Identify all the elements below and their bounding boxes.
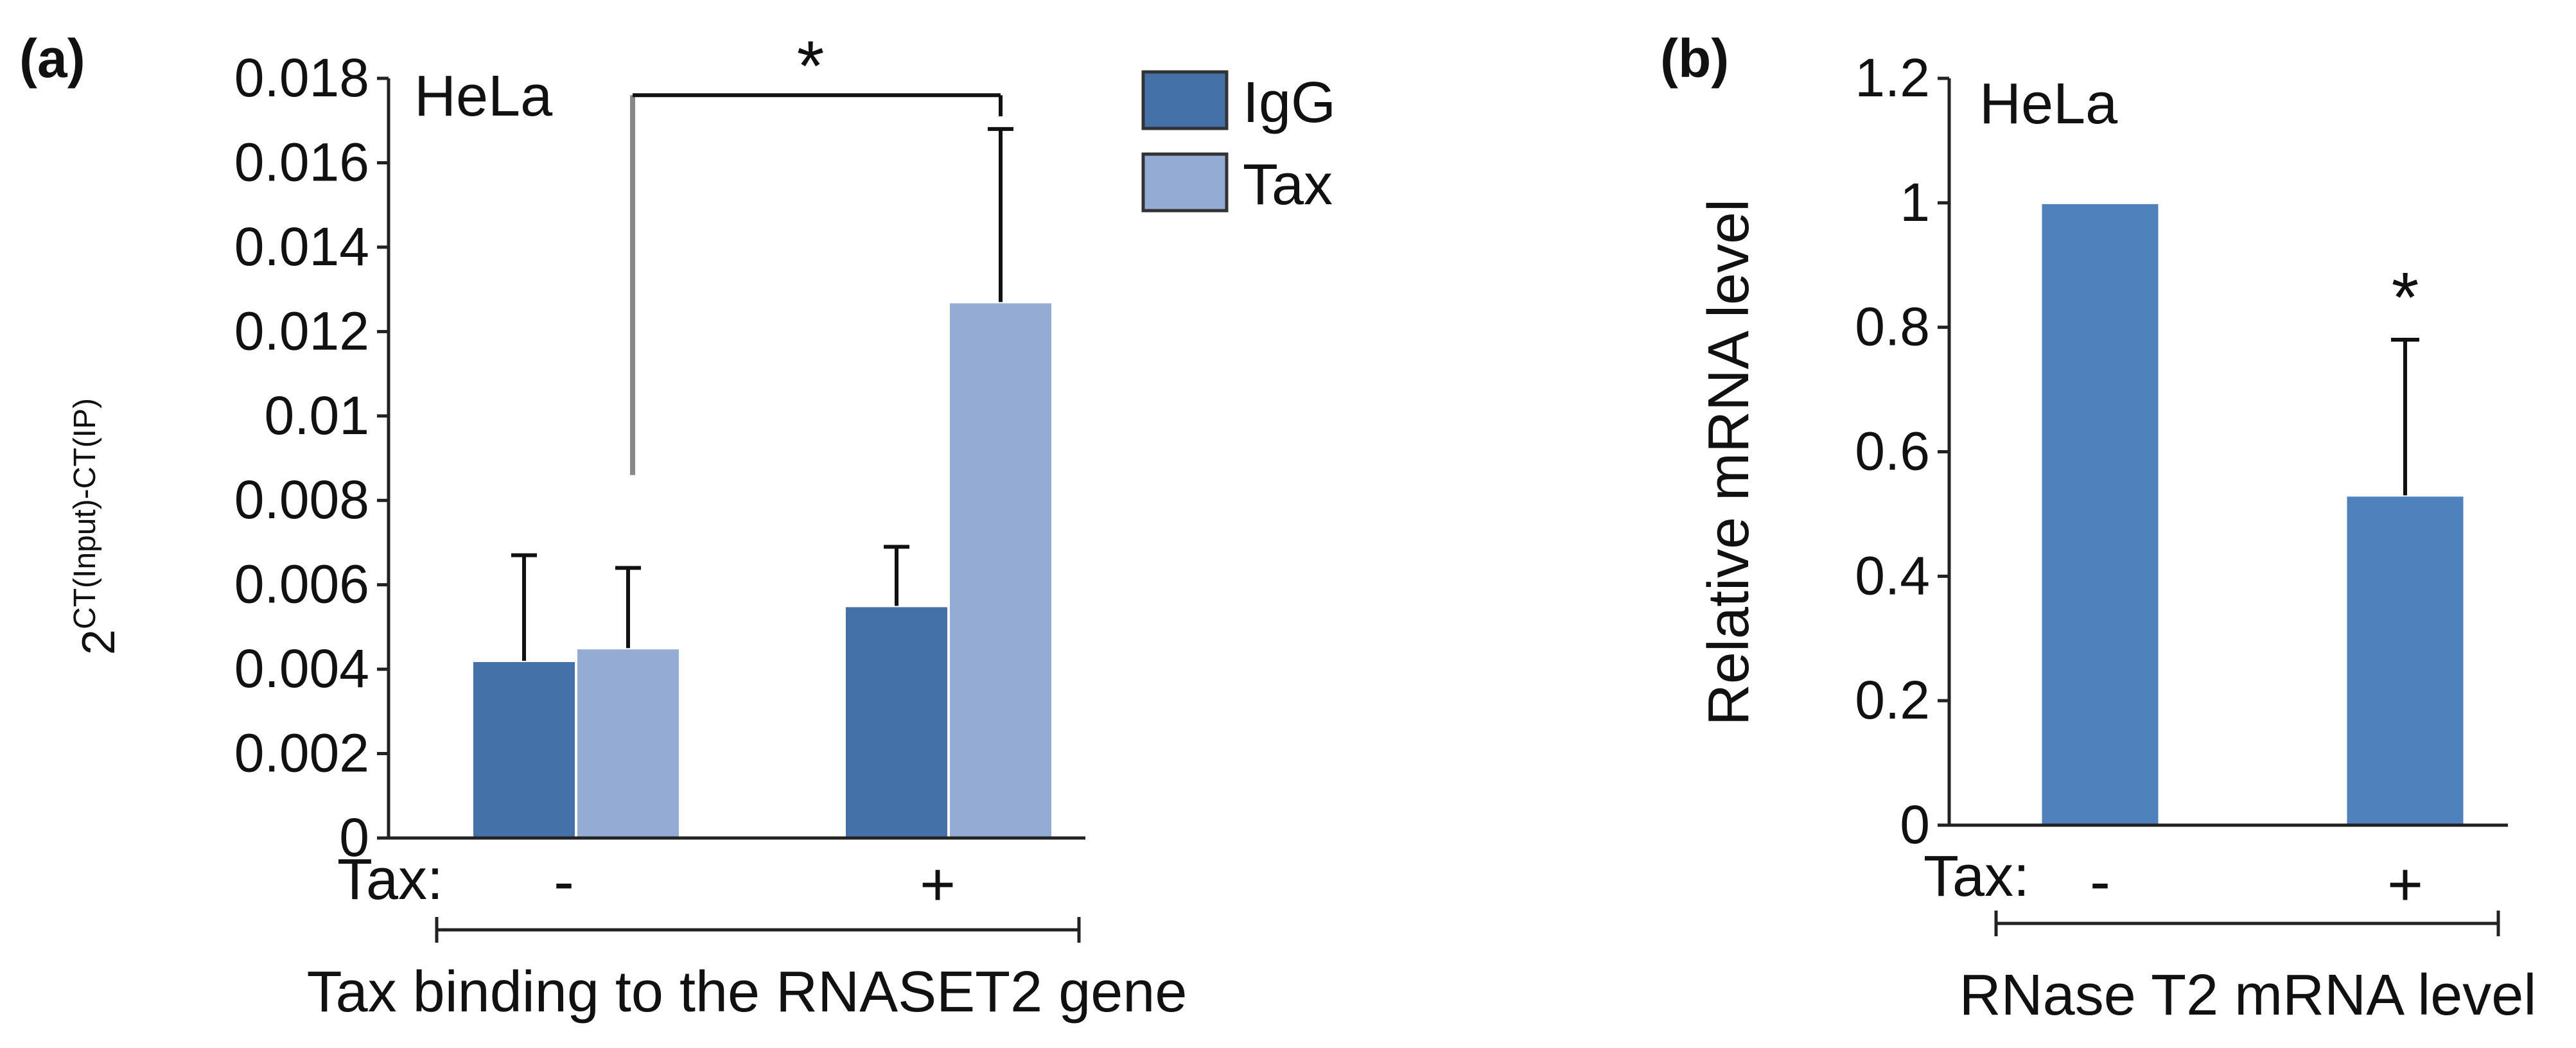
error-bars-a xyxy=(511,127,1013,661)
y-tick-label-a: 0.01 xyxy=(265,385,370,446)
y-tick-label-a: 0.008 xyxy=(234,469,369,530)
bar-mrna-minus xyxy=(2039,201,2161,827)
y-tick-label-b: 1 xyxy=(1900,172,1930,232)
bar-tax-minus xyxy=(575,647,681,839)
y-tick-label-a: 0.012 xyxy=(234,301,369,361)
significance-bracket-a: * xyxy=(630,26,1003,475)
y-tick-label-a: 0 xyxy=(339,807,369,868)
x-axis-label-a: Tax binding to the RNASET2 gene xyxy=(307,960,1187,1024)
legend-swatch-tax xyxy=(1141,152,1229,213)
y-tick-label-b: 0.8 xyxy=(1855,297,1930,357)
bar-igg-minus xyxy=(471,659,577,839)
y-ticks-a: 0 0.002 0.004 0.006 0.008 0.01 0.012 0.014 0.016… xyxy=(234,48,389,868)
legend-label-igg: IgG xyxy=(1243,71,1336,135)
bar-mrna-plus xyxy=(2344,494,2466,826)
x-axis-label-b: RNase T2 mRNA level xyxy=(1959,963,2537,1027)
y-tick-label-b: 0.2 xyxy=(1855,670,1930,730)
y-axis-label-b: Relative mRNA level xyxy=(1697,199,1761,726)
y-tick-label-b: 1.2 xyxy=(1855,48,1930,108)
panel-label-b: (b) xyxy=(1660,28,1729,89)
y-tick-label-a: 0.006 xyxy=(234,554,369,615)
bars-b xyxy=(2039,201,2466,827)
chart-panel-b: (b) HeLa Relative mRNA level 00.20.40.60… xyxy=(1660,28,2536,1027)
category-minus-b: - xyxy=(2090,847,2110,916)
y-ticks-b: 0 0.2 0.4 0.6 0.8 1 1.2 xyxy=(1855,48,1949,855)
panel-label-a: (a) xyxy=(19,28,85,89)
bar-tax-plus xyxy=(947,301,1054,840)
y-axis-label-a-super: CT(Input)-CT(IP) xyxy=(68,398,102,629)
y-tick-label-b: 0.4 xyxy=(1855,545,1930,606)
legend-label-tax: Tax xyxy=(1243,153,1333,217)
significance-star-a: * xyxy=(797,26,825,105)
category-minus-a: - xyxy=(554,847,574,916)
chart-panel-a: (a) HeLa 2CT(Input)-CT(IP) 0 0.002 0.004 0.… xyxy=(19,26,1336,1024)
legend-swatch-igg xyxy=(1141,70,1229,130)
category-plus-b: + xyxy=(2387,850,2423,919)
y-axis-label-a-main: 2 xyxy=(73,629,125,655)
y-tick-label-a: 0.002 xyxy=(234,723,369,783)
cell-label-b: HeLa xyxy=(1979,72,2118,136)
error-bars-b xyxy=(2391,338,2419,496)
category-plus-a: + xyxy=(920,850,956,919)
group-bracket-b xyxy=(1994,911,2500,936)
bar-igg-plus xyxy=(843,604,950,839)
y-tick-label-a: 0.014 xyxy=(234,216,369,277)
group-bracket-a xyxy=(435,917,1081,943)
group-axis-label-b: Tax: xyxy=(1923,844,2029,909)
group-axis-label-a: Tax: xyxy=(337,848,443,912)
y-tick-label-a: 0.004 xyxy=(234,638,369,699)
cell-label-a: HeLa xyxy=(414,64,553,128)
legend-a: IgG Tax xyxy=(1141,70,1336,217)
y-tick-label-a: 0.016 xyxy=(234,132,369,192)
bars-a xyxy=(471,301,1054,840)
y-tick-label-b: 0.6 xyxy=(1855,421,1930,482)
significance-star-b: * xyxy=(2392,258,2419,337)
y-tick-label-a: 0.018 xyxy=(234,48,369,108)
y-tick-label-b: 0 xyxy=(1900,794,1930,855)
y-axis-label-a: 2CT(Input)-CT(IP) xyxy=(68,398,125,655)
